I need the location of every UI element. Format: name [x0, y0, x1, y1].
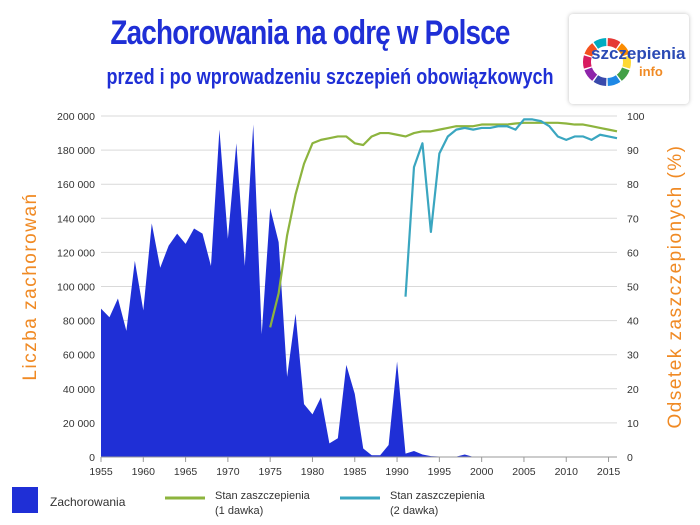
logo-ring-segment — [607, 75, 621, 86]
x-tick-label: 2000 — [470, 466, 494, 478]
y2-tick-label: 70 — [627, 213, 639, 225]
logo-ring-segment — [593, 38, 607, 49]
x-tick-label: 2010 — [555, 466, 579, 478]
series-dose2-line — [404, 118, 618, 297]
y-tick-label: 120 000 — [57, 247, 95, 259]
y-tick-label: 80 000 — [63, 316, 95, 328]
logo-ring-segment — [583, 55, 592, 69]
y-tick-label: 60 000 — [63, 350, 95, 362]
x-tick-label: 1960 — [132, 466, 156, 478]
logo-ring-segment — [584, 43, 598, 57]
y-tick-label: 140 000 — [57, 213, 95, 225]
x-tick-label: 1955 — [89, 466, 113, 478]
x-tick-label: 2015 — [597, 466, 621, 478]
legend-label-dose1: (1 dawka) — [215, 505, 263, 517]
logo-text-sub: info — [639, 64, 663, 79]
legend-label-dose2: (2 dawka) — [390, 505, 438, 517]
y2-tick-label: 20 — [627, 384, 639, 396]
legend-label-dose2: Stan zaszczepienia — [390, 490, 486, 502]
y-tick-label: 100 000 — [57, 282, 95, 294]
legend-label-cases: Zachorowania — [50, 495, 126, 509]
x-tick-label: 1975 — [259, 466, 283, 478]
logo-ring-segment — [607, 38, 621, 49]
szczepienia-info-logo: szczepienia info — [569, 14, 689, 104]
y-tick-label: 20 000 — [63, 418, 95, 430]
x-tick-label: 2005 — [512, 466, 536, 478]
chart-subtitle: przed i po wprowadzeniu szczepień obowią… — [106, 64, 554, 89]
y-tick-label: 200 000 — [57, 111, 95, 123]
y-tick-label: 180 000 — [57, 145, 95, 157]
y2-tick-label: 100 — [627, 111, 645, 123]
logo-ring-segment — [584, 67, 598, 81]
logo-ring-segment — [593, 75, 607, 86]
y2-axis-title: Odsetek zaszczepionych (%) — [665, 145, 686, 429]
x-tick-label: 1990 — [385, 466, 409, 478]
y2-tick-label: 50 — [627, 282, 639, 294]
y2-tick-label: 80 — [627, 179, 639, 191]
y-tick-label: 160 000 — [57, 179, 95, 191]
y-axis-title: Liczba zachorowań — [20, 192, 41, 380]
logo-ring-segment — [616, 43, 630, 57]
y-tick-label: 40 000 — [63, 384, 95, 396]
series-cases-area — [101, 124, 617, 457]
chart-title: Zachorowania na odrę w Polsce — [110, 14, 510, 52]
x-tick-label: 1985 — [343, 466, 367, 478]
x-tick-label: 1995 — [428, 466, 452, 478]
y2-tick-label: 90 — [627, 145, 639, 157]
logo-ring-icon — [583, 38, 631, 86]
series-dose1-line — [269, 121, 618, 328]
logo-text-main: szczepienia — [591, 44, 686, 63]
legend-swatch-cases — [12, 487, 38, 513]
y2-tick-label: 10 — [627, 418, 639, 430]
y2-tick-label: 0 — [627, 452, 633, 464]
x-tick-label: 1965 — [174, 466, 198, 478]
y-tick-label: 0 — [89, 452, 95, 464]
y2-tick-label: 60 — [627, 247, 639, 259]
y2-tick-label: 30 — [627, 350, 639, 362]
legend-label-dose1: Stan zaszczepienia — [215, 490, 311, 502]
y2-tick-label: 40 — [627, 316, 639, 328]
logo-ring-segment — [622, 55, 631, 69]
logo-ring-segment — [616, 67, 630, 81]
x-tick-label: 1980 — [301, 466, 325, 478]
x-tick-label: 1970 — [216, 466, 240, 478]
